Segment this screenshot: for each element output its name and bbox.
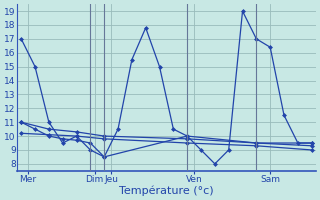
X-axis label: Température (°c): Température (°c) — [119, 185, 214, 196]
